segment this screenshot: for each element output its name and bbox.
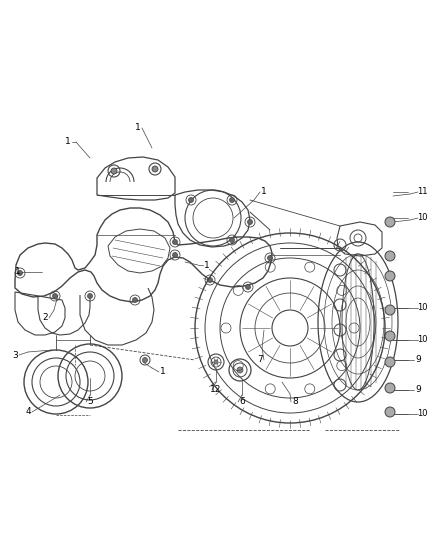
Text: 10: 10 <box>417 409 427 418</box>
Circle shape <box>230 238 234 243</box>
Text: 1: 1 <box>135 124 141 133</box>
Circle shape <box>385 331 395 341</box>
Circle shape <box>385 217 395 227</box>
Text: 1: 1 <box>261 188 267 197</box>
Circle shape <box>142 358 148 362</box>
Text: 8: 8 <box>292 398 298 407</box>
Text: 6: 6 <box>239 398 245 407</box>
Circle shape <box>208 278 212 282</box>
Text: 9: 9 <box>415 356 421 365</box>
Circle shape <box>385 407 395 417</box>
Circle shape <box>152 166 158 172</box>
Text: 5: 5 <box>87 398 93 407</box>
Circle shape <box>173 239 177 245</box>
Circle shape <box>133 297 138 303</box>
Text: 10: 10 <box>417 303 427 312</box>
Circle shape <box>385 251 395 261</box>
Circle shape <box>88 294 92 298</box>
Text: 1: 1 <box>204 261 210 270</box>
Text: 3: 3 <box>12 351 18 359</box>
Circle shape <box>173 253 177 257</box>
Text: 1: 1 <box>160 367 166 376</box>
Circle shape <box>111 168 117 174</box>
Text: 9: 9 <box>415 385 421 394</box>
Circle shape <box>246 285 251 289</box>
Text: 12: 12 <box>210 385 222 394</box>
Text: 1: 1 <box>15 268 21 277</box>
Circle shape <box>53 294 57 298</box>
Text: 11: 11 <box>417 188 427 197</box>
Circle shape <box>188 198 194 203</box>
Circle shape <box>230 198 234 203</box>
Text: 7: 7 <box>257 356 263 365</box>
Circle shape <box>385 383 395 393</box>
Text: 4: 4 <box>25 408 31 416</box>
Circle shape <box>385 357 395 367</box>
Circle shape <box>268 255 272 261</box>
Circle shape <box>385 305 395 315</box>
Circle shape <box>385 271 395 281</box>
Text: 10: 10 <box>417 335 427 344</box>
Circle shape <box>214 360 218 364</box>
Text: 2: 2 <box>42 313 48 322</box>
Circle shape <box>237 367 243 373</box>
Circle shape <box>18 271 22 276</box>
Text: 10: 10 <box>417 214 427 222</box>
Circle shape <box>247 220 252 224</box>
Text: 1: 1 <box>65 138 71 147</box>
